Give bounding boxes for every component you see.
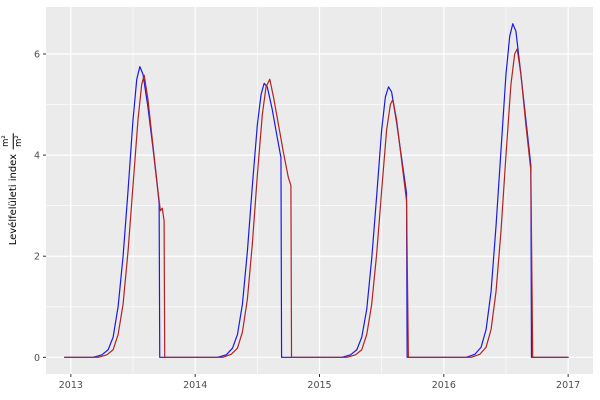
x-tick-label: 2013 bbox=[59, 380, 83, 391]
y-tick-label: 2 bbox=[34, 252, 40, 263]
y-tick-label: 0 bbox=[34, 353, 40, 364]
line-lai-red bbox=[64, 48, 569, 358]
line-lai-blue bbox=[64, 23, 569, 358]
x-tick-label: 2017 bbox=[556, 380, 580, 391]
y-tick-label: 6 bbox=[34, 50, 40, 61]
x-tick-label: 2015 bbox=[307, 380, 331, 391]
x-tick-label: 2014 bbox=[183, 380, 207, 391]
y-tick-label: 4 bbox=[34, 151, 40, 162]
x-tick-label: 2016 bbox=[432, 380, 456, 391]
